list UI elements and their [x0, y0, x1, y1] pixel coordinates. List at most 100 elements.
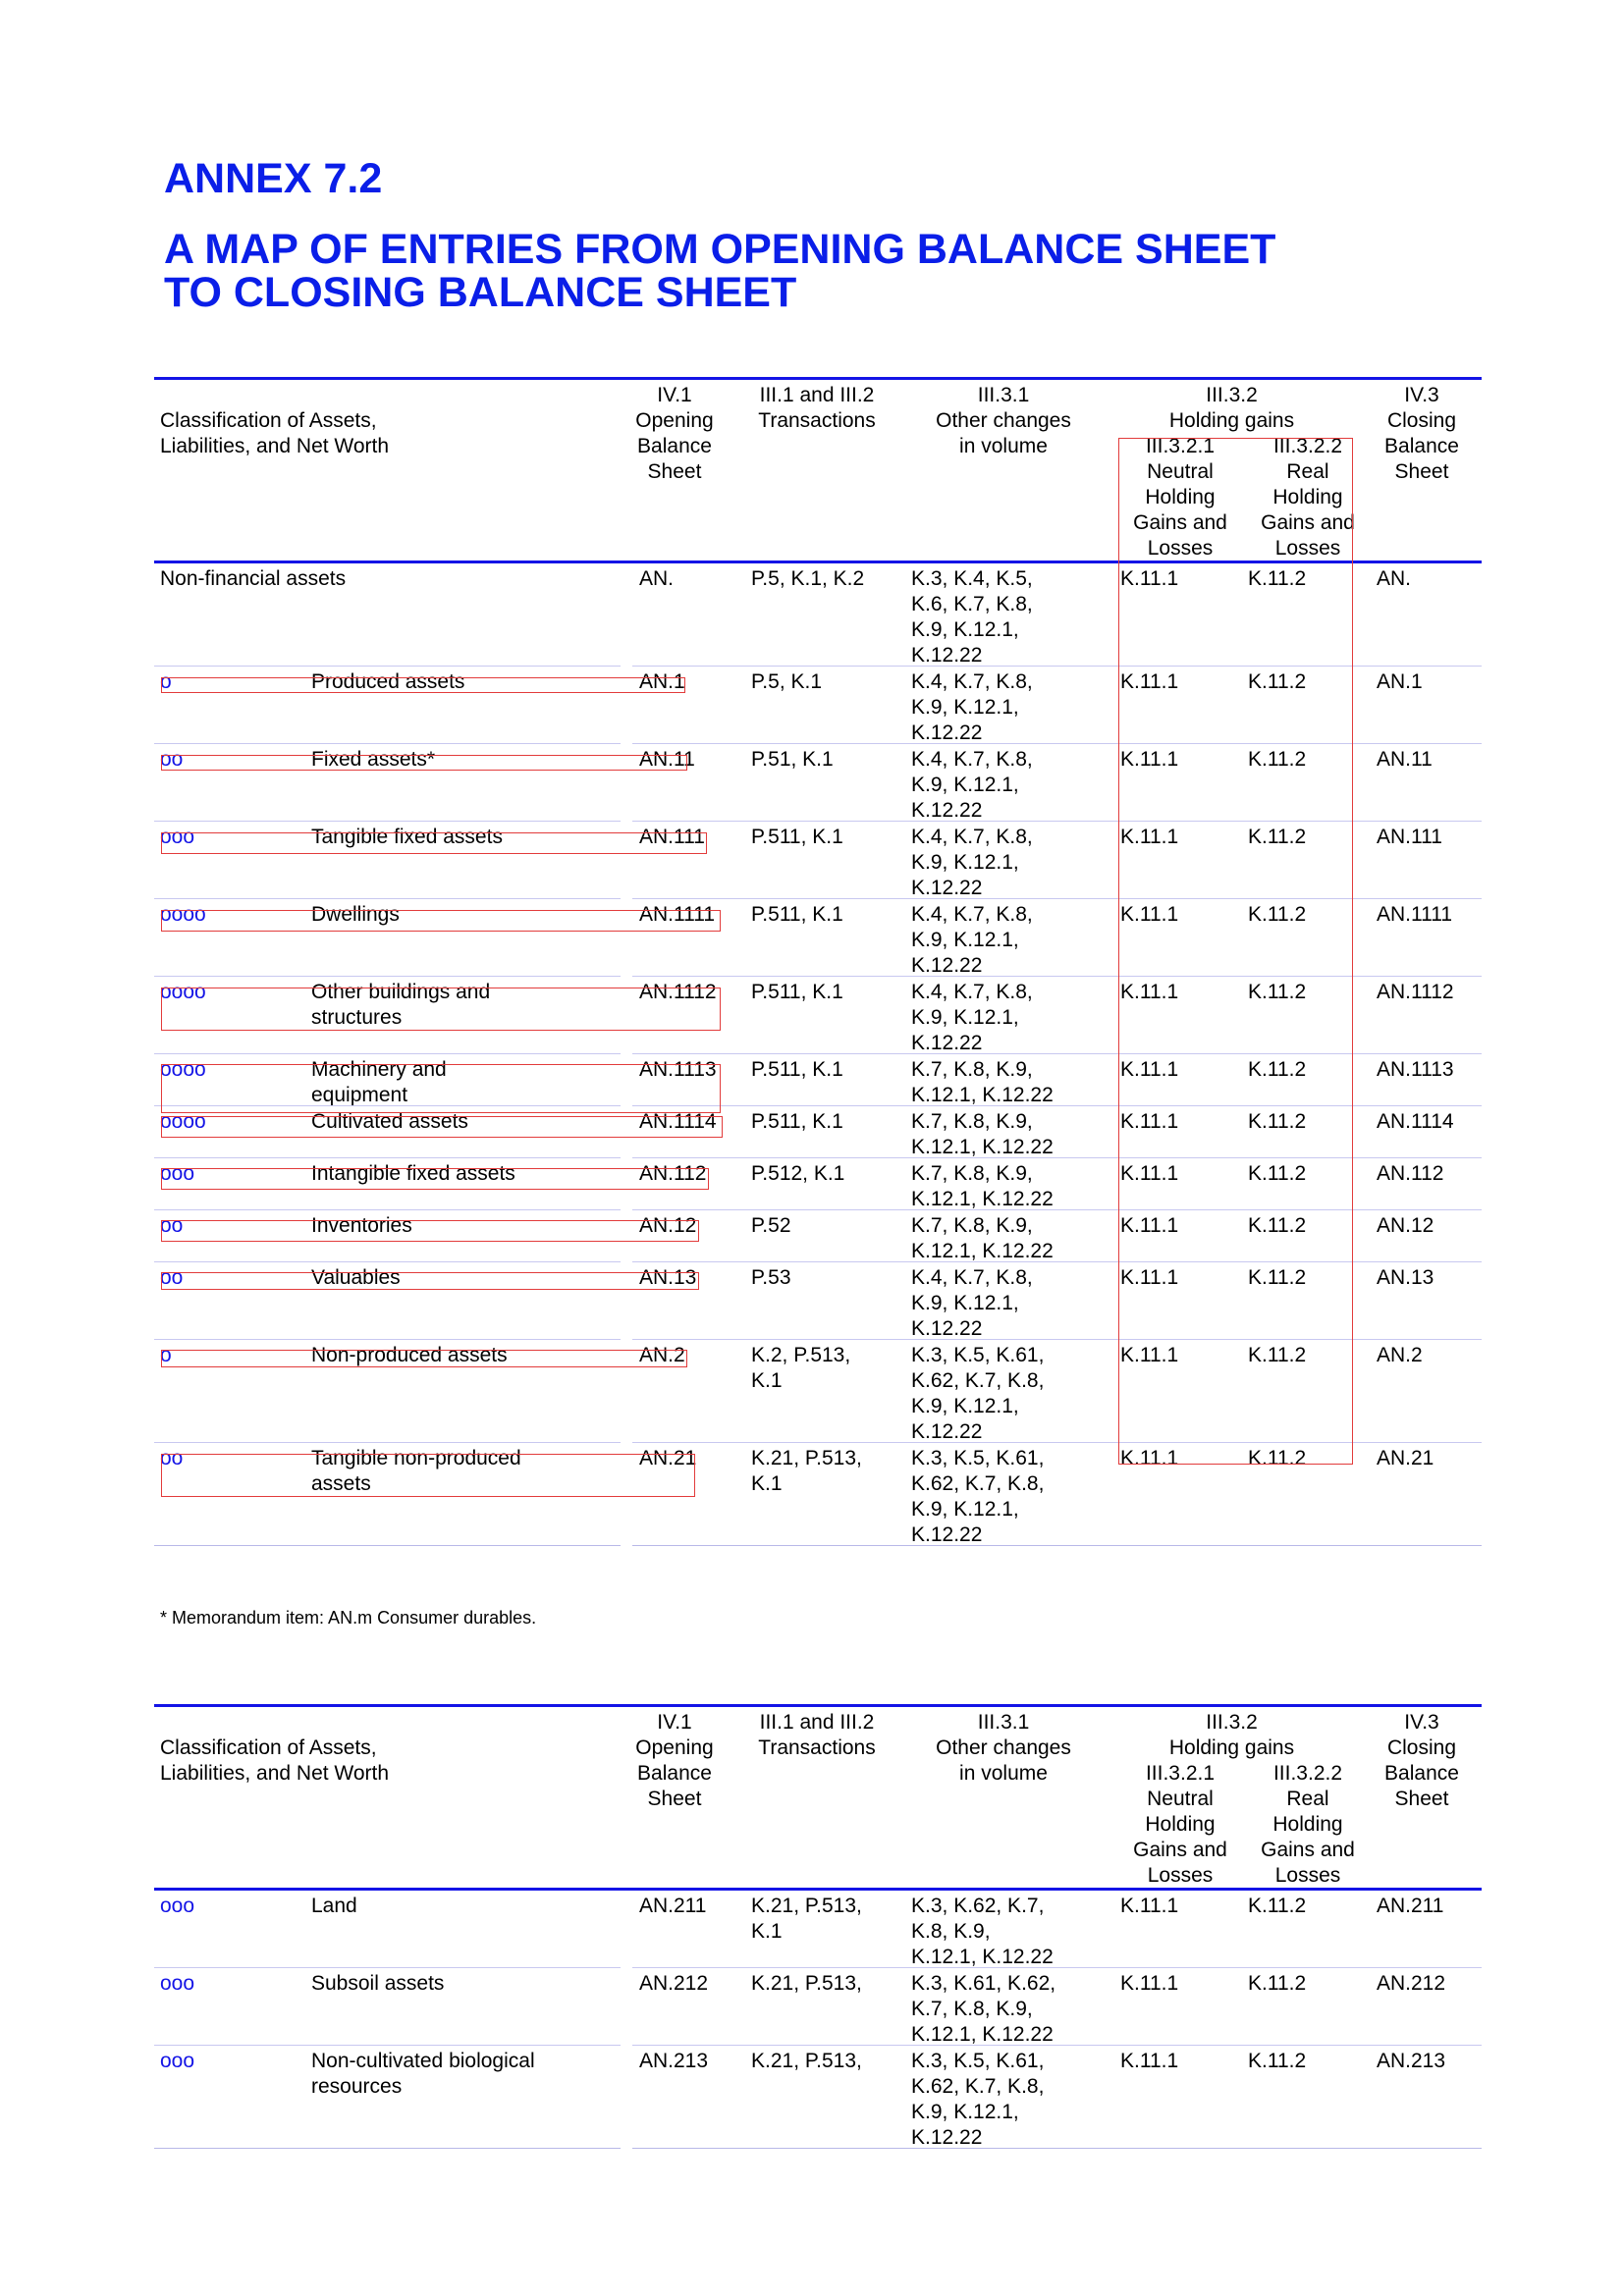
table-row: ooo Tangible fixed assets AN.111 P.511, K.1… — [154, 822, 1482, 899]
text-line: structures — [311, 1006, 403, 1029]
header-classification: Classification of Assets, Liabilities, an… — [160, 408, 612, 459]
text-line: K.12.22 — [911, 1420, 983, 1443]
row-rule — [632, 743, 1482, 744]
text-line: Losses — [1274, 537, 1341, 560]
text-line: P.511, K.1 — [751, 903, 843, 926]
other-changes-codes: K.7, K.8, K.9, K.12.1, K.12.22 — [911, 1109, 1108, 1160]
real-gains-code: K.11.2 — [1248, 567, 1307, 590]
text-line: Tangible fixed assets — [311, 826, 503, 848]
text-line: equipment — [311, 1084, 408, 1106]
main-title-line-1: A MAP OF ENTRIES FROM OPENING BALANCE SH… — [164, 226, 1276, 273]
row-rule — [632, 1545, 1482, 1546]
text-line: K.9, K.12.1, — [911, 774, 1019, 796]
opening-code: AN.1 — [639, 670, 685, 693]
text-line: IV.1 — [657, 1711, 692, 1734]
real-gains-code: K.11.2 — [1248, 2050, 1307, 2072]
real-gains-code: K.11.2 — [1248, 670, 1307, 693]
row-rule — [632, 821, 1482, 822]
text-line: K.12.1, K.12.22 — [911, 2023, 1054, 2046]
text-line: K.21, P.513, — [751, 1972, 862, 1995]
text-line: K.12.22 — [911, 1032, 983, 1054]
text-line: Holding gains — [1168, 409, 1295, 432]
text-line: Gains and — [1261, 511, 1355, 534]
text-line: K.21, P.513, — [751, 2050, 862, 2072]
table-row: oo Inventories AN.12 P.52 K.7, K.8, K.9, K.12… — [154, 1210, 1482, 1262]
neutral-gains-code: K.11.1 — [1120, 1447, 1179, 1469]
table-row: oo Tangible non-produced assets AN.21 K.21, … — [154, 1443, 1482, 1546]
closing-code: AN.112 — [1377, 1162, 1444, 1185]
header-transactions: III.1 and III.2 Transactions — [743, 1710, 891, 1761]
text-line: K.12.1, K.12.22 — [911, 1084, 1054, 1106]
text-line: III.3.2.1 — [1145, 435, 1216, 457]
text-line: K.9, K.12.1, — [911, 1498, 1019, 1521]
row-rule — [154, 1339, 621, 1340]
text-line: Produced assets — [311, 670, 465, 693]
real-gains-code: K.11.2 — [1248, 748, 1307, 771]
transactions-codes: P.511, K.1 — [751, 1109, 898, 1135]
real-gains-code: K.11.2 — [1248, 1266, 1307, 1289]
text-line: Sheet — [647, 1788, 702, 1810]
other-changes-codes: K.3, K.5, K.61, K.62, K.7, K.8, K.9, K.12.… — [911, 1446, 1108, 1548]
other-changes-codes: K.3, K.62, K.7, K.8, K.9, K.12.1, K.12.22 — [911, 1894, 1108, 1970]
real-gains-code: K.11.2 — [1248, 826, 1307, 848]
text-line: Losses — [1147, 1864, 1214, 1887]
row-rule — [154, 2148, 621, 2149]
header-other-changes: III.3.1 Other changes in volume — [900, 383, 1107, 459]
main-title-line-2: TO CLOSING BALANCE SHEET — [164, 269, 797, 316]
text-line: K.7, K.8, K.9, — [911, 1998, 1033, 2020]
text-line: K.12.1, K.12.22 — [911, 1188, 1054, 1210]
header-closing-balance: IV.3 Closing Balance Sheet — [1362, 1710, 1482, 1812]
row-rule — [154, 1105, 621, 1106]
text-line: Liabilities, and Net Worth — [160, 1762, 390, 1785]
closing-code: AN.2 — [1377, 1344, 1423, 1366]
other-changes-codes: K.4, K.7, K.8, K.9, K.12.1, K.12.22 — [911, 1265, 1108, 1342]
text-line: K.12.1, K.12.22 — [911, 1136, 1054, 1158]
opening-code: AN.12 — [639, 1214, 697, 1237]
row-rule — [154, 976, 621, 977]
text-line: Sheet — [647, 460, 702, 483]
level-marker: oooo — [160, 981, 206, 1003]
neutral-gains-code: K.11.1 — [1120, 1972, 1179, 1995]
text-line: K.12.22 — [911, 644, 983, 667]
text-line: Balance — [1384, 435, 1459, 457]
header-top-rule — [154, 1704, 1482, 1707]
row-rule — [154, 1209, 621, 1210]
text-line: K.6, K.7, K.8, — [911, 593, 1033, 615]
other-changes-codes: K.4, K.7, K.8, K.9, K.12.1, K.12.22 — [911, 980, 1108, 1056]
text-line: K.9, K.12.1, — [911, 618, 1019, 641]
neutral-gains-code: K.11.1 — [1120, 670, 1179, 693]
closing-code: AN.211 — [1377, 1895, 1444, 1917]
text-line: P.52 — [751, 1214, 791, 1237]
asset-label: Non-produced assets — [311, 1343, 606, 1368]
table-row: ooo Intangible fixed assets AN.112 P.512, K… — [154, 1158, 1482, 1210]
header-classification: Classification of Assets, Liabilities, an… — [160, 1735, 612, 1787]
text-line: Closing — [1386, 409, 1457, 432]
row-rule — [632, 1442, 1482, 1443]
text-line: K.12.22 — [911, 721, 983, 744]
row-rule — [154, 1053, 621, 1054]
other-changes-codes: K.4, K.7, K.8, K.9, K.12.1, K.12.22 — [911, 747, 1108, 824]
neutral-gains-code: K.11.1 — [1120, 1344, 1179, 1366]
asset-label: Produced assets — [311, 669, 606, 695]
transactions-codes: P.52 — [751, 1213, 898, 1239]
asset-label: Fixed assets* — [311, 747, 606, 773]
text-line: Transactions — [758, 1736, 876, 1759]
text-line: Fixed assets* — [311, 748, 436, 771]
header-top-rule — [154, 377, 1482, 380]
row-rule — [632, 2148, 1482, 2149]
closing-code: AN.1 — [1377, 670, 1423, 693]
closing-code: AN.213 — [1377, 2050, 1446, 2072]
transactions-codes: K.21, P.513, — [751, 1971, 898, 1997]
other-changes-codes: K.3, K.4, K.5, K.6, K.7, K.8, K.9, K.12.1,… — [911, 566, 1108, 668]
level-marker: oo — [160, 1266, 184, 1289]
level-marker: ooo — [160, 826, 195, 848]
text-line: K.9, K.12.1, — [911, 929, 1019, 951]
text-line: P.511, K.1 — [751, 981, 843, 1003]
text-line: K.1 — [751, 1369, 783, 1392]
row-rule — [632, 1967, 1482, 1968]
text-line: K.2, P.513, — [751, 1344, 851, 1366]
row-rule — [154, 2045, 621, 2046]
table-header: Classification of Assets, Liabilities, an… — [154, 1704, 1482, 1891]
text-line: Inventories — [311, 1214, 412, 1237]
neutral-gains-code: K.11.1 — [1120, 1110, 1179, 1133]
